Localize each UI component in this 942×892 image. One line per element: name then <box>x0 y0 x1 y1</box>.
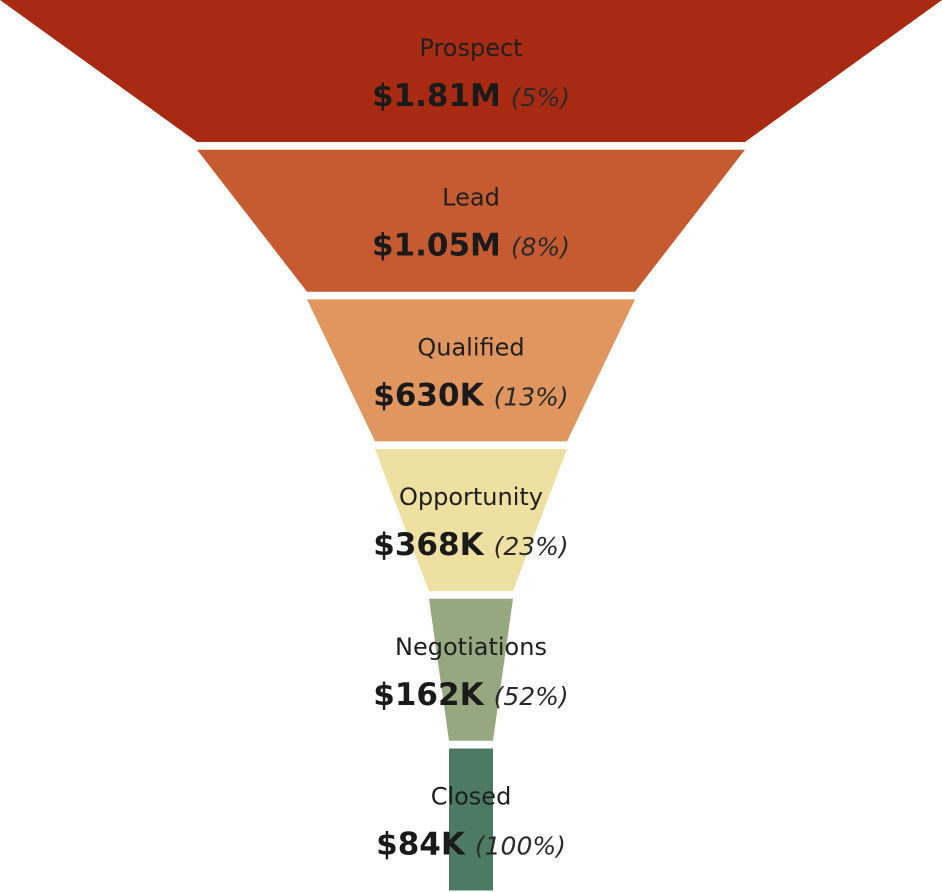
stage-value-amount: $162K <box>373 677 484 713</box>
stage-label: Opportunity <box>399 483 543 511</box>
stage-conversion-pct: (13%) <box>494 382 569 411</box>
stage-label: Lead <box>442 184 500 212</box>
stage-label: Prospect <box>419 34 522 62</box>
funnel-stage-qualified: Qualified $630K (13%) <box>307 299 635 442</box>
stage-conversion-pct: (23%) <box>494 532 569 561</box>
stage-label: Closed <box>431 783 512 811</box>
funnel-segment <box>197 149 745 292</box>
stage-value-amount: $1.81M <box>372 78 501 114</box>
stage-value: $162K (52%) <box>373 677 568 713</box>
stage-value-amount: $630K <box>373 377 484 413</box>
stage-value-amount: $1.05M <box>372 228 501 264</box>
stage-value: $368K (23%) <box>373 527 568 563</box>
stage-value: $1.81M (5%) <box>372 78 570 114</box>
funnel-segment <box>0 0 942 142</box>
funnel-stage-closed: Closed $84K (100%) <box>376 748 566 891</box>
stage-conversion-pct: (52%) <box>494 682 569 711</box>
funnel-segment <box>449 748 493 891</box>
funnel-segment <box>429 598 513 741</box>
funnel-stage-prospect: Prospect $1.81M (5%) <box>0 0 942 142</box>
funnel-stage-negotiations: Negotiations $162K (52%) <box>373 598 569 741</box>
stage-value: $1.05M (8%) <box>372 228 570 264</box>
stage-label: Negotiations <box>395 633 547 661</box>
stage-conversion-pct: (8%) <box>511 233 570 262</box>
stage-label: Qualified <box>417 333 524 361</box>
funnel-stage-opportunity: Opportunity $368K (23%) <box>373 449 569 592</box>
stage-conversion-pct: (100%) <box>475 832 566 861</box>
stage-value: $84K (100%) <box>376 827 566 863</box>
stage-value-amount: $368K <box>373 527 484 563</box>
funnel-segment <box>307 299 635 442</box>
funnel-segment <box>375 449 567 592</box>
stage-value: $630K (13%) <box>373 377 568 413</box>
stage-conversion-pct: (5%) <box>511 83 570 112</box>
funnel-stage-lead: Lead $1.05M (8%) <box>197 149 745 292</box>
stage-value-amount: $84K <box>376 827 466 863</box>
